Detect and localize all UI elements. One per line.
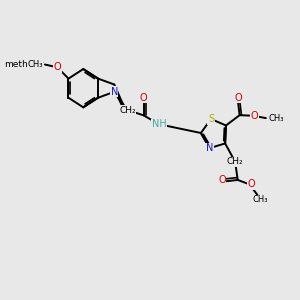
Text: N: N (111, 87, 118, 97)
Text: CH₂: CH₂ (227, 157, 243, 166)
Text: O: O (250, 111, 258, 121)
Text: O: O (235, 93, 242, 103)
Text: methoxy: methoxy (4, 60, 43, 69)
Text: CH₂: CH₂ (119, 106, 136, 115)
Text: N: N (206, 143, 213, 153)
Text: CH₃: CH₃ (252, 195, 268, 204)
Text: O: O (247, 179, 255, 189)
Text: NH: NH (152, 119, 166, 129)
Text: O: O (140, 93, 148, 103)
Text: O: O (54, 62, 61, 72)
Text: CH₃: CH₃ (268, 114, 284, 123)
Text: S: S (208, 114, 214, 124)
Text: CH₃: CH₃ (27, 60, 43, 69)
Text: O: O (218, 175, 226, 185)
Text: methoxy: methoxy (42, 63, 48, 64)
